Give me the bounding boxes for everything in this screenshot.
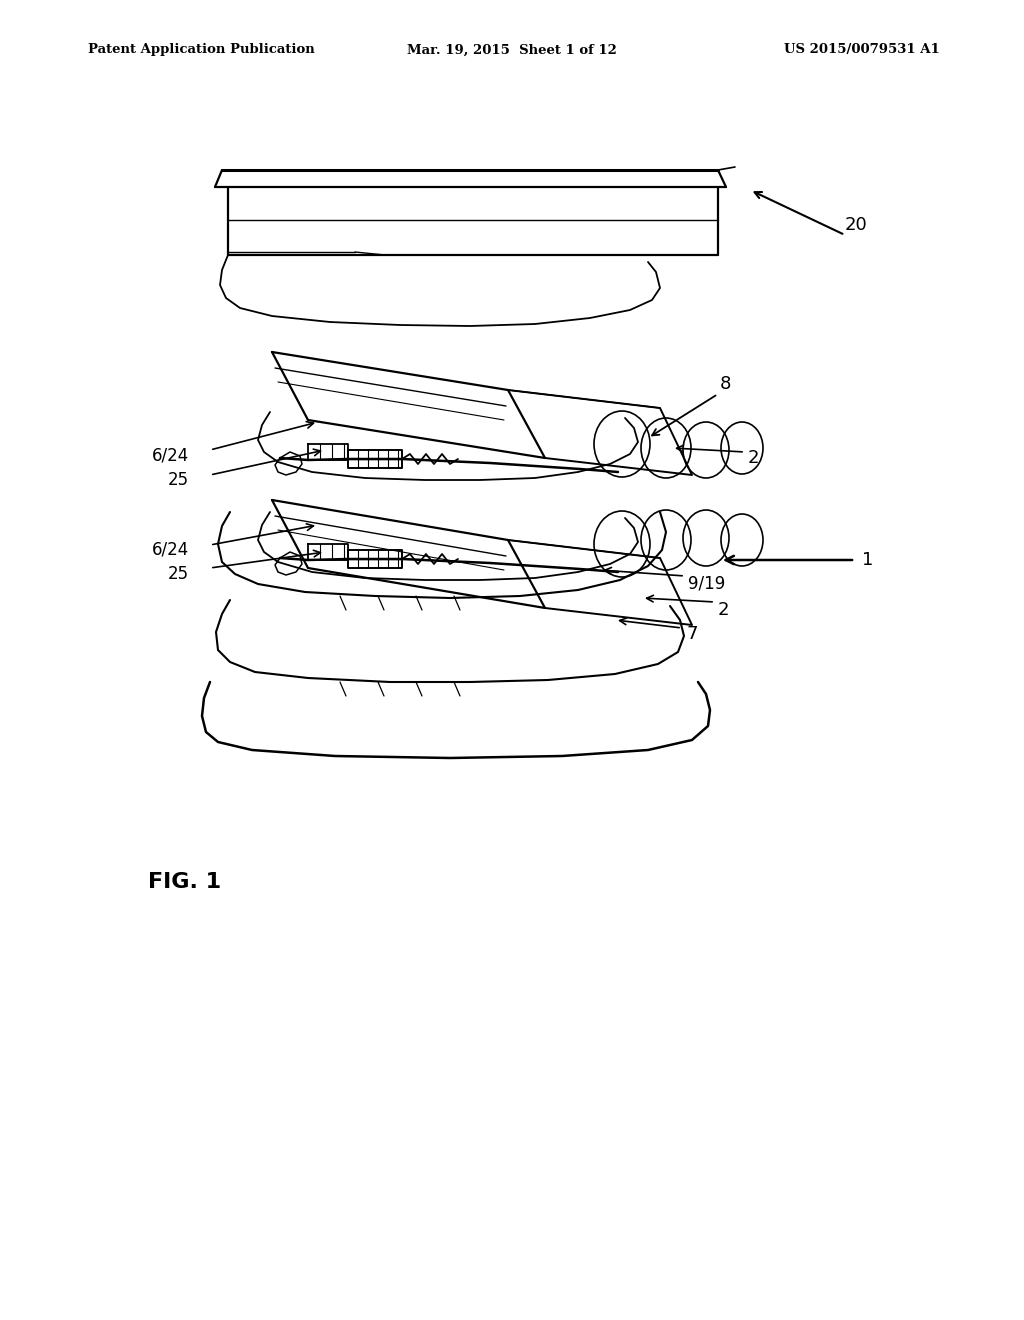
Text: 6/24: 6/24	[152, 447, 189, 465]
Text: 2: 2	[748, 449, 760, 467]
Text: 2: 2	[718, 601, 729, 619]
Text: 6/24: 6/24	[152, 541, 189, 558]
Text: 7: 7	[686, 624, 697, 643]
Text: Patent Application Publication: Patent Application Publication	[88, 44, 314, 57]
Text: 25: 25	[168, 471, 189, 488]
Text: 20: 20	[845, 216, 867, 234]
Text: Mar. 19, 2015  Sheet 1 of 12: Mar. 19, 2015 Sheet 1 of 12	[408, 44, 616, 57]
Text: 9/19: 9/19	[688, 576, 725, 593]
Text: 1: 1	[862, 550, 873, 569]
Text: 25: 25	[168, 565, 189, 583]
Text: FIG. 1: FIG. 1	[148, 873, 221, 892]
Text: US 2015/0079531 A1: US 2015/0079531 A1	[784, 44, 940, 57]
Text: 8: 8	[720, 375, 731, 393]
